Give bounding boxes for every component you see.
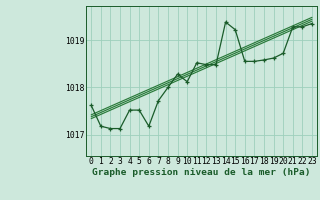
X-axis label: Graphe pression niveau de la mer (hPa): Graphe pression niveau de la mer (hPa) [92,168,311,177]
